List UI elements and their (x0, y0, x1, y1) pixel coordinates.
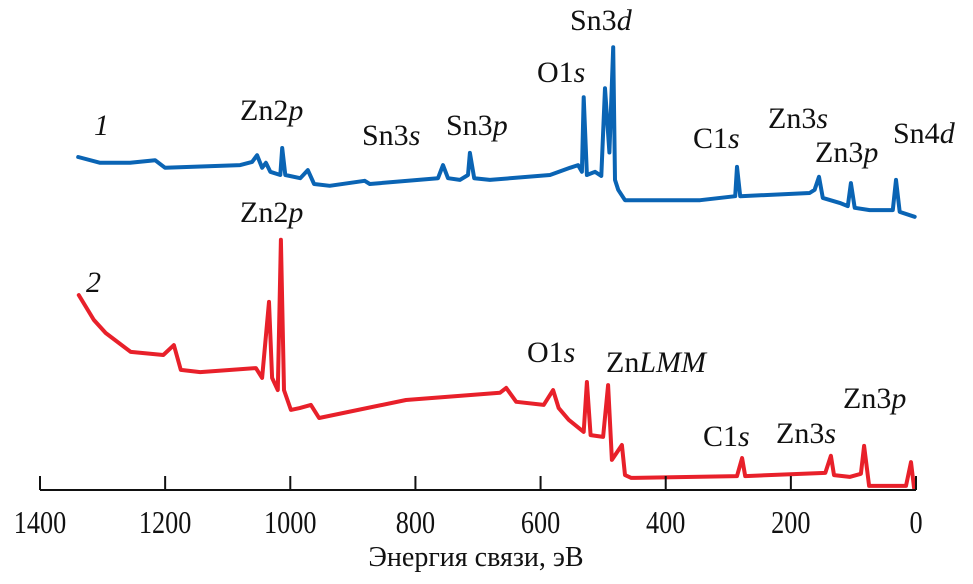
peak-label-orbital: s (728, 122, 740, 155)
x-tick-label: 1000 (264, 506, 316, 541)
peak-label-main: Zn2 (240, 94, 288, 127)
peak-label-main: O1 (527, 336, 564, 369)
peak-label-main: Zn3 (843, 382, 891, 415)
peak-label-orbital: p (861, 136, 878, 169)
peak-label-main: C1 (703, 420, 738, 453)
peak-label-orbital: d (617, 4, 633, 37)
peak-label-orbital: s (816, 102, 828, 135)
peak-label-main: Sn3 (570, 4, 617, 37)
series-2-line (76, 237, 917, 491)
peak-label-orbital: s (564, 336, 576, 369)
peak-label-main: O1 (537, 56, 574, 89)
peak-label-main: Zn3 (776, 417, 824, 450)
series-layer (76, 45, 917, 491)
peak-label-orbital: d (940, 117, 956, 150)
peak-label: Zn2p (240, 94, 303, 127)
peak-label: Zn3p (815, 136, 878, 169)
peak-label-orbital: p (889, 382, 906, 415)
peak-label: ZnLMM (606, 346, 708, 379)
peak-label-main: Zn3 (815, 136, 863, 169)
peak-label: Zn3p (843, 382, 906, 415)
peak-label: O1s (537, 56, 585, 89)
x-tick-label: 0 (909, 506, 922, 541)
x-tick-label: 1400 (14, 506, 66, 541)
peak-label: C1s (703, 420, 750, 453)
peak-label: O1s (527, 336, 575, 369)
peak-label: Sn3d (570, 4, 633, 37)
peak-label: Zn2p (240, 196, 303, 229)
peak-label: Sn3s (362, 119, 420, 152)
peak-label: C1s (693, 122, 740, 155)
series-1-line (76, 45, 917, 219)
series-1-label: 1 (94, 109, 109, 142)
peak-label: Sn3p (446, 109, 508, 142)
x-tick-label: 400 (646, 506, 685, 541)
peak-label-main: Zn (606, 346, 639, 379)
peak-label-main: Sn4 (893, 117, 940, 150)
peak-label-orbital: p (286, 196, 303, 229)
peak-label: Zn3s (776, 417, 836, 450)
x-tick-label: 800 (396, 506, 435, 541)
peak-label-orbital: s (409, 119, 421, 152)
x-tick-label: 1200 (139, 506, 191, 541)
peak-label-orbital: s (738, 420, 750, 453)
x-axis: 1400 1200 1000 800 600 400 200 0 (14, 476, 923, 541)
peak-label-main: C1 (693, 122, 728, 155)
x-tick-label: 600 (521, 506, 560, 541)
peak-label-orbital: p (286, 94, 303, 127)
peak-label-orbital: p (491, 109, 508, 142)
peak-label: Sn4d (893, 117, 956, 150)
peak-label-main: Sn3 (446, 109, 493, 142)
peak-label-main: Sn3 (362, 119, 409, 152)
peak-label-orbital: LMM (638, 346, 708, 379)
x-tick-label: 200 (771, 506, 810, 541)
peak-label-orbital: s (824, 417, 836, 450)
peak-label-orbital: s (574, 56, 586, 89)
peak-label-main: Zn3 (768, 102, 816, 135)
peak-label: Zn3s (768, 102, 828, 135)
peak-label-main: Zn2 (240, 196, 288, 229)
x-axis-label: Энергия связи, эВ (368, 542, 583, 573)
series-2-label: 2 (86, 266, 101, 299)
